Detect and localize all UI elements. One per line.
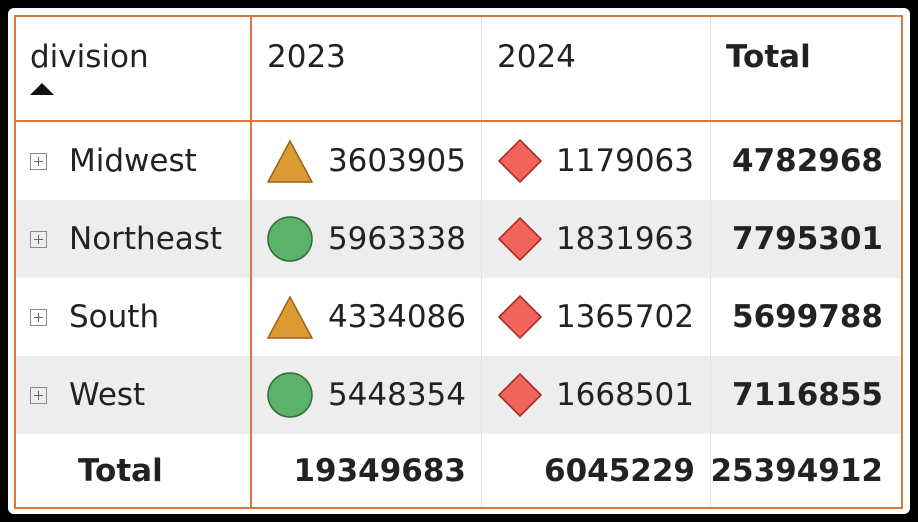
cell-value: 5699788 — [732, 299, 883, 335]
column-header-2024[interactable]: 2024 — [482, 17, 711, 120]
cell-value: 5448354 — [327, 377, 466, 413]
good-circle-icon — [267, 216, 313, 262]
row-label: Midwest — [69, 143, 197, 179]
visual-container: division 2023 2024 Total Midwest — [8, 8, 910, 514]
bad-diamond-icon — [497, 294, 543, 340]
sort-ascending-icon[interactable] — [30, 83, 54, 95]
expand-plus-icon[interactable] — [30, 230, 47, 248]
cell-value: 4782968 — [732, 143, 883, 179]
row-header: Midwest — [16, 122, 252, 200]
row-label: West — [69, 377, 146, 413]
column-header-label: division — [30, 39, 149, 75]
value-cell-2024: 1179063 — [482, 122, 711, 200]
row-total-cell: 7795301 — [711, 200, 901, 278]
total-row-header: Total — [16, 434, 252, 507]
row-header: West — [16, 356, 252, 434]
bad-diamond-icon — [497, 138, 543, 184]
column-header-row: division 2023 2024 Total — [16, 17, 901, 122]
cell-value: 19349683 — [293, 452, 466, 489]
cell-value: 1668501 — [555, 377, 694, 413]
table-row: Northeast 5963338 1831963 7795301 — [16, 200, 901, 278]
table-row: West 5448354 1668501 7116855 — [16, 356, 901, 434]
good-circle-icon — [267, 372, 313, 418]
cell-value: 25394912 — [710, 452, 883, 489]
cell-value: 1831963 — [555, 221, 694, 257]
row-total-cell: 4782968 — [711, 122, 901, 200]
bad-diamond-icon — [497, 372, 543, 418]
cell-value: 7795301 — [732, 221, 883, 257]
cell-value: 1179063 — [555, 143, 694, 179]
total-cell-2024: 6045229 — [482, 434, 711, 507]
grand-total-row: Total 19349683 6045229 25394912 — [16, 434, 901, 507]
row-total-cell: 7116855 — [711, 356, 901, 434]
cell-value: 1365702 — [555, 299, 694, 335]
grand-total-cell: 25394912 — [710, 434, 901, 507]
value-cell-2023: 4334086 — [252, 278, 482, 356]
total-label: Total — [78, 452, 163, 489]
row-label: South — [69, 299, 160, 335]
table-row: Midwest 3603905 1179063 4782968 — [16, 122, 901, 200]
value-cell-2023: 3603905 — [252, 122, 482, 200]
row-header-division[interactable]: division — [16, 17, 252, 120]
warning-triangle-icon — [266, 139, 314, 183]
cell-value: 7116855 — [732, 377, 883, 413]
row-header: Northeast — [16, 200, 252, 278]
cell-value: 6045229 — [544, 452, 695, 489]
value-cell-2024: 1365702 — [482, 278, 711, 356]
column-header-label: Total — [726, 39, 811, 75]
row-header: South — [16, 278, 252, 356]
cell-value: 5963338 — [327, 221, 466, 257]
cell-value: 4334086 — [327, 299, 466, 335]
value-cell-2023: 5963338 — [252, 200, 482, 278]
row-label: Northeast — [69, 221, 223, 257]
expand-plus-icon[interactable] — [30, 308, 47, 326]
value-cell-2024: 1668501 — [482, 356, 711, 434]
matrix-table: division 2023 2024 Total Midwest — [14, 15, 903, 509]
value-cell-2024: 1831963 — [482, 200, 711, 278]
table-row: South 4334086 1365702 5699788 — [16, 278, 901, 356]
row-total-cell: 5699788 — [711, 278, 901, 356]
visual-header-handle[interactable] — [474, 12, 496, 15]
warning-triangle-icon — [266, 295, 314, 339]
expand-plus-icon[interactable] — [30, 386, 47, 404]
column-header-total[interactable]: Total — [711, 17, 901, 120]
cell-value: 3603905 — [327, 143, 466, 179]
total-cell-2023: 19349683 — [252, 434, 482, 507]
column-header-label: 2024 — [497, 39, 576, 75]
value-cell-2023: 5448354 — [252, 356, 482, 434]
column-header-label: 2023 — [267, 39, 346, 75]
bad-diamond-icon — [497, 216, 543, 262]
expand-plus-icon[interactable] — [30, 152, 47, 170]
column-header-2023[interactable]: 2023 — [252, 17, 482, 120]
